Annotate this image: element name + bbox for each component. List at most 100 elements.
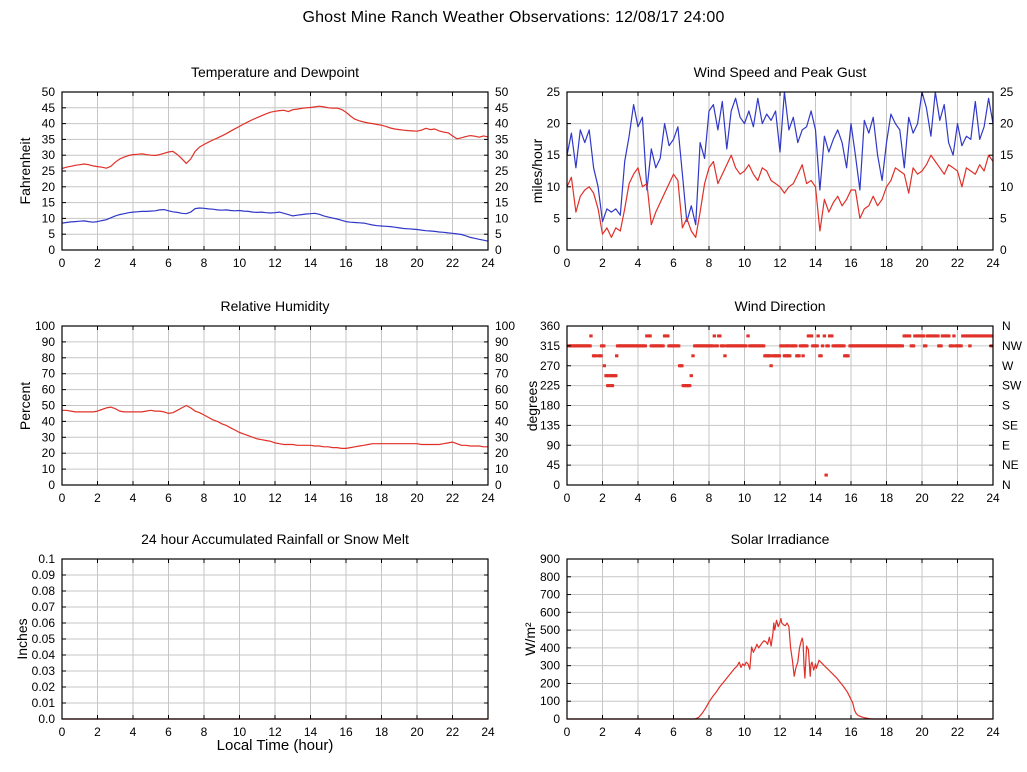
svg-text:20: 20 [915, 725, 929, 739]
svg-text:14: 14 [809, 491, 823, 505]
svg-text:2: 2 [94, 725, 101, 739]
svg-text:S: S [1002, 399, 1010, 413]
svg-text:0: 0 [553, 712, 560, 726]
svg-text:10: 10 [738, 256, 752, 270]
svg-text:315: 315 [540, 339, 560, 353]
svg-text:12: 12 [773, 256, 787, 270]
svg-text:4: 4 [635, 491, 642, 505]
svg-text:2: 2 [94, 491, 101, 505]
svg-text:22: 22 [951, 725, 965, 739]
svg-text:6: 6 [165, 256, 172, 270]
svg-text:N: N [1002, 478, 1011, 492]
svg-text:0.0: 0.0 [38, 712, 55, 726]
svg-text:10: 10 [233, 256, 247, 270]
svg-text:18: 18 [375, 725, 389, 739]
svg-text:14: 14 [304, 491, 318, 505]
svg-text:0.08: 0.08 [32, 584, 56, 598]
svg-text:15: 15 [1000, 148, 1014, 162]
svg-text:0: 0 [564, 725, 571, 739]
svg-text:10: 10 [495, 462, 509, 476]
svg-text:24: 24 [986, 491, 1000, 505]
svg-text:70: 70 [495, 367, 509, 381]
svg-text:8: 8 [706, 725, 713, 739]
svg-text:24: 24 [986, 256, 1000, 270]
svg-text:100: 100 [35, 319, 55, 333]
svg-text:80: 80 [495, 351, 509, 365]
svg-text:40: 40 [42, 117, 56, 131]
svg-text:4: 4 [635, 725, 642, 739]
svg-text:4: 4 [635, 256, 642, 270]
svg-text:0: 0 [59, 256, 66, 270]
svg-text:25: 25 [495, 164, 509, 178]
svg-text:0: 0 [1000, 243, 1007, 257]
svg-text:5: 5 [495, 227, 502, 241]
svg-text:16: 16 [844, 491, 858, 505]
svg-text:50: 50 [42, 85, 56, 99]
svg-text:18: 18 [375, 491, 389, 505]
svg-text:16: 16 [339, 256, 353, 270]
svg-text:18: 18 [880, 491, 894, 505]
svg-text:6: 6 [165, 725, 172, 739]
svg-text:600: 600 [540, 605, 560, 619]
svg-text:20: 20 [42, 180, 56, 194]
svg-text:0.1: 0.1 [38, 552, 55, 566]
svg-text:22: 22 [951, 491, 965, 505]
svg-text:15: 15 [495, 196, 509, 210]
svg-text:15: 15 [42, 196, 56, 210]
svg-text:NE: NE [1002, 458, 1019, 472]
svg-text:10: 10 [42, 211, 56, 225]
svg-text:6: 6 [670, 491, 677, 505]
svg-text:12: 12 [773, 491, 787, 505]
svg-text:6: 6 [670, 725, 677, 739]
svg-text:135: 135 [540, 418, 560, 432]
svg-text:4: 4 [130, 725, 137, 739]
y-axis-label-miles-per-hour: miles/hour [529, 138, 545, 204]
chart-title-relative-humidity: Relative Humidity [220, 298, 330, 314]
svg-text:14: 14 [809, 256, 823, 270]
svg-text:0.06: 0.06 [32, 616, 56, 630]
svg-text:20: 20 [547, 117, 561, 131]
svg-text:90: 90 [495, 335, 509, 349]
svg-text:60: 60 [495, 383, 509, 397]
svg-text:10: 10 [233, 491, 247, 505]
svg-text:0: 0 [59, 491, 66, 505]
svg-text:14: 14 [809, 725, 823, 739]
svg-text:20: 20 [410, 491, 424, 505]
svg-text:900: 900 [540, 552, 560, 566]
chart-title-wind-speed: Wind Speed and Peak Gust [693, 64, 867, 80]
svg-text:SW: SW [1002, 379, 1022, 393]
svg-text:45: 45 [495, 101, 509, 115]
svg-text:20: 20 [410, 725, 424, 739]
svg-text:22: 22 [446, 491, 460, 505]
svg-text:22: 22 [951, 256, 965, 270]
svg-text:18: 18 [880, 725, 894, 739]
svg-text:700: 700 [540, 588, 560, 602]
svg-text:2: 2 [94, 256, 101, 270]
svg-text:4: 4 [130, 491, 137, 505]
svg-text:30: 30 [42, 430, 56, 444]
svg-text:10: 10 [738, 725, 752, 739]
svg-text:0.03: 0.03 [32, 664, 56, 678]
svg-text:5: 5 [48, 227, 55, 241]
svg-text:0: 0 [564, 256, 571, 270]
svg-text:35: 35 [42, 132, 56, 146]
svg-text:24: 24 [986, 725, 1000, 739]
svg-text:8: 8 [201, 491, 208, 505]
svg-text:16: 16 [339, 491, 353, 505]
svg-text:90: 90 [42, 335, 56, 349]
svg-text:0.01: 0.01 [32, 696, 56, 710]
svg-text:NW: NW [1002, 339, 1023, 353]
svg-text:12: 12 [268, 725, 282, 739]
svg-text:18: 18 [880, 256, 894, 270]
svg-text:6: 6 [165, 491, 172, 505]
svg-text:100: 100 [495, 319, 515, 333]
svg-text:SE: SE [1002, 418, 1018, 432]
svg-text:0.05: 0.05 [32, 632, 56, 646]
svg-text:0: 0 [495, 478, 502, 492]
svg-text:24: 24 [481, 725, 495, 739]
svg-text:225: 225 [540, 379, 560, 393]
